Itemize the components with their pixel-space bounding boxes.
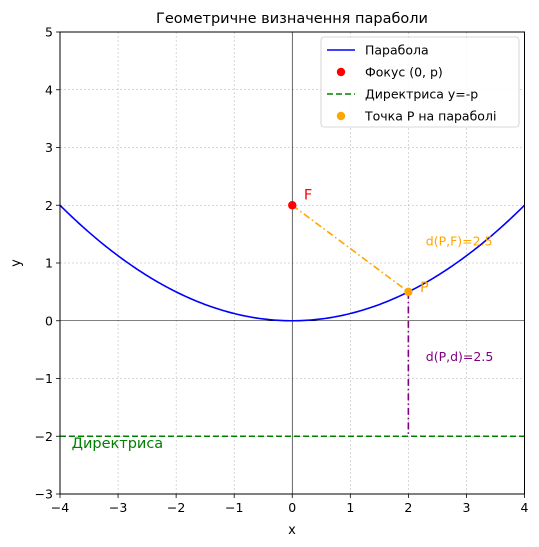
distance-pf-label: d(P,F)=2.5 bbox=[426, 234, 493, 249]
x-axis-label: x bbox=[288, 523, 296, 538]
x-tick-label: 2 bbox=[404, 500, 412, 515]
x-tick-label: 4 bbox=[521, 500, 529, 515]
y-tick-label: −3 bbox=[35, 487, 53, 502]
parabola-line bbox=[59, 204, 526, 322]
y-tick-label: 1 bbox=[45, 256, 53, 271]
x-tick-label: −4 bbox=[51, 500, 69, 515]
distance-pf-segment bbox=[291, 204, 409, 293]
y-tick-label: −2 bbox=[35, 429, 53, 444]
point-p bbox=[404, 287, 413, 297]
point-p-label: P bbox=[420, 280, 429, 296]
legend-entry-label: Парабола bbox=[365, 43, 429, 58]
y-tick-label: 0 bbox=[45, 313, 53, 328]
plot-area bbox=[59, 201, 526, 438]
y-tick-label: 2 bbox=[45, 198, 53, 213]
legend-swatch-marker bbox=[336, 111, 346, 121]
tick-marks bbox=[56, 31, 525, 498]
y-tick-label: 4 bbox=[45, 82, 53, 97]
x-tick-label: 0 bbox=[288, 500, 296, 515]
x-tick-label: −2 bbox=[167, 500, 185, 515]
directrix-label: Директриса bbox=[72, 436, 164, 452]
legend-entry-label: Точка P на параболі bbox=[364, 109, 496, 124]
legend-entry-label: Фокус (0, p) bbox=[365, 65, 443, 80]
x-tick-label: 1 bbox=[346, 500, 354, 515]
x-tick-label: 3 bbox=[462, 500, 470, 515]
focus-label: F bbox=[304, 187, 312, 203]
y-axis-label: y bbox=[9, 259, 24, 267]
chart-title: Геометричне визначення параболи bbox=[156, 11, 428, 27]
y-tick-label: 5 bbox=[45, 25, 53, 40]
x-tick-label: −1 bbox=[225, 500, 243, 515]
focus-point bbox=[288, 201, 297, 210]
x-tick-label: −3 bbox=[109, 500, 127, 515]
y-tick-label: 3 bbox=[45, 140, 53, 155]
legend-box bbox=[320, 36, 520, 128]
legend-entry-label: Директриса y=-p bbox=[365, 87, 478, 102]
legend: Парабола Фокус (0, p) Директриса y=-p Точка… bbox=[320, 36, 520, 128]
annotations: F Pd(P,F)=2.5 d(P,d)=2.5 Директриса bbox=[72, 187, 494, 451]
y-tick-label: −1 bbox=[35, 371, 53, 386]
legend-swatch-marker bbox=[336, 67, 346, 77]
distance-pd-label: d(P,d)=2.5 bbox=[426, 349, 494, 364]
